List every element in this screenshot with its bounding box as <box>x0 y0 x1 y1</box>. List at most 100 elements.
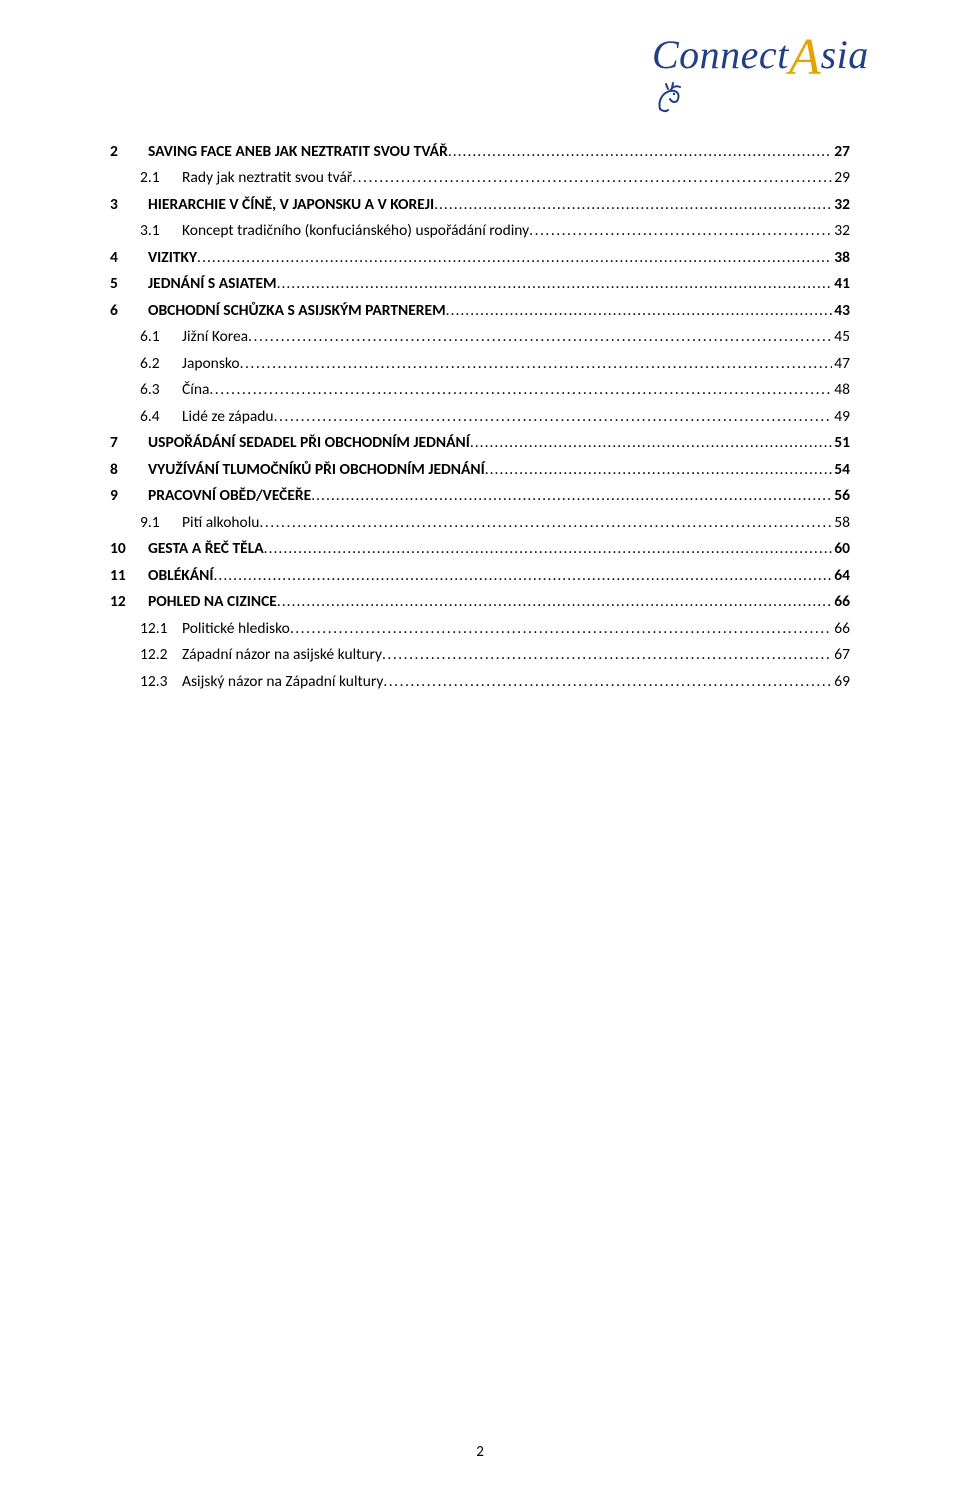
toc-page: 41 <box>832 276 850 292</box>
toc-number: 3.1 <box>140 223 182 239</box>
toc-number: 7 <box>110 435 148 451</box>
toc-row: 6.4Lidé ze západu 49 <box>110 403 850 430</box>
logo: ConnectAsia <box>652 22 872 84</box>
toc-page: 38 <box>832 250 850 266</box>
toc-row: 11OBLÉKÁNÍ 64 <box>110 562 850 589</box>
toc-row: 12.3Asijský názor na Západní kultury 69 <box>110 668 850 695</box>
toc-leader-dots <box>214 568 833 584</box>
toc-leader-dots <box>240 356 833 372</box>
toc-leader-dots <box>485 462 833 478</box>
toc-page: 49 <box>832 409 850 425</box>
toc-number: 5 <box>110 276 148 292</box>
toc-number: 6.4 <box>140 409 182 425</box>
toc-page: 47 <box>832 356 850 372</box>
toc-page: 45 <box>832 329 850 345</box>
toc-number: 12.3 <box>140 674 182 690</box>
toc-title: Koncept tradičního (konfuciánského) uspo… <box>182 223 529 239</box>
toc-page: 56 <box>832 488 850 504</box>
toc-title: HIERARCHIE V ČÍNĚ, V JAPONSKU A V KOREJI <box>148 197 434 213</box>
toc-row: 3HIERARCHIE V ČÍNĚ, V JAPONSKU A V KOREJ… <box>110 191 850 218</box>
toc-row: 12POHLED NA CIZINCE 66 <box>110 589 850 616</box>
toc-row: 6.2Japonsko 47 <box>110 350 850 377</box>
toc-row: 3.1Koncept tradičního (konfuciánského) u… <box>110 218 850 245</box>
toc-leader-dots <box>448 144 832 160</box>
toc-number: 6.3 <box>140 382 182 398</box>
page-number: 2 <box>0 1443 960 1461</box>
logo-word-connect: Connect <box>652 32 789 77</box>
toc-page: 69 <box>832 674 850 690</box>
toc-title: Rady jak neztratit svou tvář <box>182 170 352 186</box>
toc-title: Jižní Korea <box>182 329 248 345</box>
toc-number: 2.1 <box>140 170 182 186</box>
toc-title: Západní názor na asijské kultury <box>182 647 382 663</box>
toc-title: Pití alkoholu <box>182 515 259 531</box>
toc-row: 6.1Jižní Korea 45 <box>110 324 850 351</box>
toc-leader-dots <box>529 223 832 239</box>
toc-row: 6OBCHODNÍ SCHŮZKA S ASIJSKÝM PARTNEREM 4… <box>110 297 850 324</box>
toc-title: PRACOVNÍ OBĚD/VEČEŘE <box>148 488 311 504</box>
toc-leader-dots <box>290 621 832 637</box>
toc-title: POHLED NA CIZINCE <box>148 594 277 610</box>
toc-title: Lidé ze západu <box>182 409 274 425</box>
toc-leader-dots <box>209 382 832 398</box>
toc-number: 11 <box>110 568 148 584</box>
toc-page: 54 <box>832 462 850 478</box>
toc-page: 66 <box>832 594 850 610</box>
toc-leader-dots <box>352 170 832 186</box>
toc-number: 12.1 <box>140 621 182 637</box>
toc-number: 6.1 <box>140 329 182 345</box>
toc-row: 4VIZITKY 38 <box>110 244 850 271</box>
page: ConnectAsia 2SAVING FACE ANEB JAK NEZTRA… <box>0 0 960 1509</box>
toc-number: 12 <box>110 594 148 610</box>
toc-title: OBLÉKÁNÍ <box>148 568 214 584</box>
toc-number: 2 <box>110 144 148 160</box>
toc-page: 66 <box>832 621 850 637</box>
toc-title: VYUŽÍVÁNÍ TLUMOČNÍKŮ PŘI OBCHODNÍM JEDNÁ… <box>148 462 485 478</box>
toc-title: Politické hledisko <box>182 621 290 637</box>
toc-number: 6 <box>110 303 148 319</box>
toc-leader-dots <box>446 303 833 319</box>
toc-title: Japonsko <box>182 356 240 372</box>
toc-row: 2SAVING FACE ANEB JAK NEZTRATIT SVOU TVÁ… <box>110 138 850 165</box>
toc-row: 9PRACOVNÍ OBĚD/VEČEŘE 56 <box>110 483 850 510</box>
toc-page: 60 <box>832 541 850 557</box>
toc-leader-dots <box>470 435 832 451</box>
logo-word-sia: sia <box>821 32 869 77</box>
toc-row: 12.1Politické hledisko 66 <box>110 615 850 642</box>
toc-title: OBCHODNÍ SCHŮZKA S ASIJSKÝM PARTNEREM <box>148 303 446 319</box>
toc-title: JEDNÁNÍ S ASIATEM <box>148 276 277 292</box>
toc-number: 4 <box>110 250 148 266</box>
toc-title: Asijský názor na Západní kultury <box>182 674 383 690</box>
toc-number: 3 <box>110 197 148 213</box>
toc-number: 9 <box>110 488 148 504</box>
toc-number: 9.1 <box>140 515 182 531</box>
toc-leader-dots <box>259 515 832 531</box>
toc-page: 64 <box>832 568 850 584</box>
toc-page: 48 <box>832 382 850 398</box>
toc-title: USPOŘÁDÁNÍ SEDADEL PŘI OBCHODNÍM JEDNÁNÍ <box>148 435 470 451</box>
toc-row: 8VYUŽÍVÁNÍ TLUMOČNÍKŮ PŘI OBCHODNÍM JEDN… <box>110 456 850 483</box>
toc-number: 10 <box>110 541 148 557</box>
toc-row: 6.3Čína 48 <box>110 377 850 404</box>
toc-page: 27 <box>832 144 850 160</box>
toc-title: Čína <box>182 382 209 398</box>
toc-leader-dots <box>248 329 832 345</box>
toc-page: 67 <box>832 647 850 663</box>
toc-page: 32 <box>832 223 850 239</box>
toc-row: 10GESTA A ŘEČ TĚLA 60 <box>110 536 850 563</box>
toc-title: GESTA A ŘEČ TĚLA <box>148 541 264 557</box>
toc-page: 29 <box>832 170 850 186</box>
toc-row: 12.2Západní názor na asijské kultury 67 <box>110 642 850 669</box>
toc-row: 9.1Pití alkoholu 58 <box>110 509 850 536</box>
toc-title: VIZITKY <box>148 250 197 266</box>
toc-page: 43 <box>832 303 850 319</box>
toc-leader-dots <box>264 541 833 557</box>
toc-title: SAVING FACE ANEB JAK NEZTRATIT SVOU TVÁŘ <box>148 144 448 160</box>
toc-leader-dots <box>382 647 832 663</box>
toc-row: 7USPOŘÁDÁNÍ SEDADEL PŘI OBCHODNÍM JEDNÁN… <box>110 430 850 457</box>
toc-page: 51 <box>832 435 850 451</box>
toc-page: 32 <box>832 197 850 213</box>
table-of-contents: 2SAVING FACE ANEB JAK NEZTRATIT SVOU TVÁ… <box>110 138 850 695</box>
toc-number: 8 <box>110 462 148 478</box>
dragon-icon <box>654 81 684 120</box>
